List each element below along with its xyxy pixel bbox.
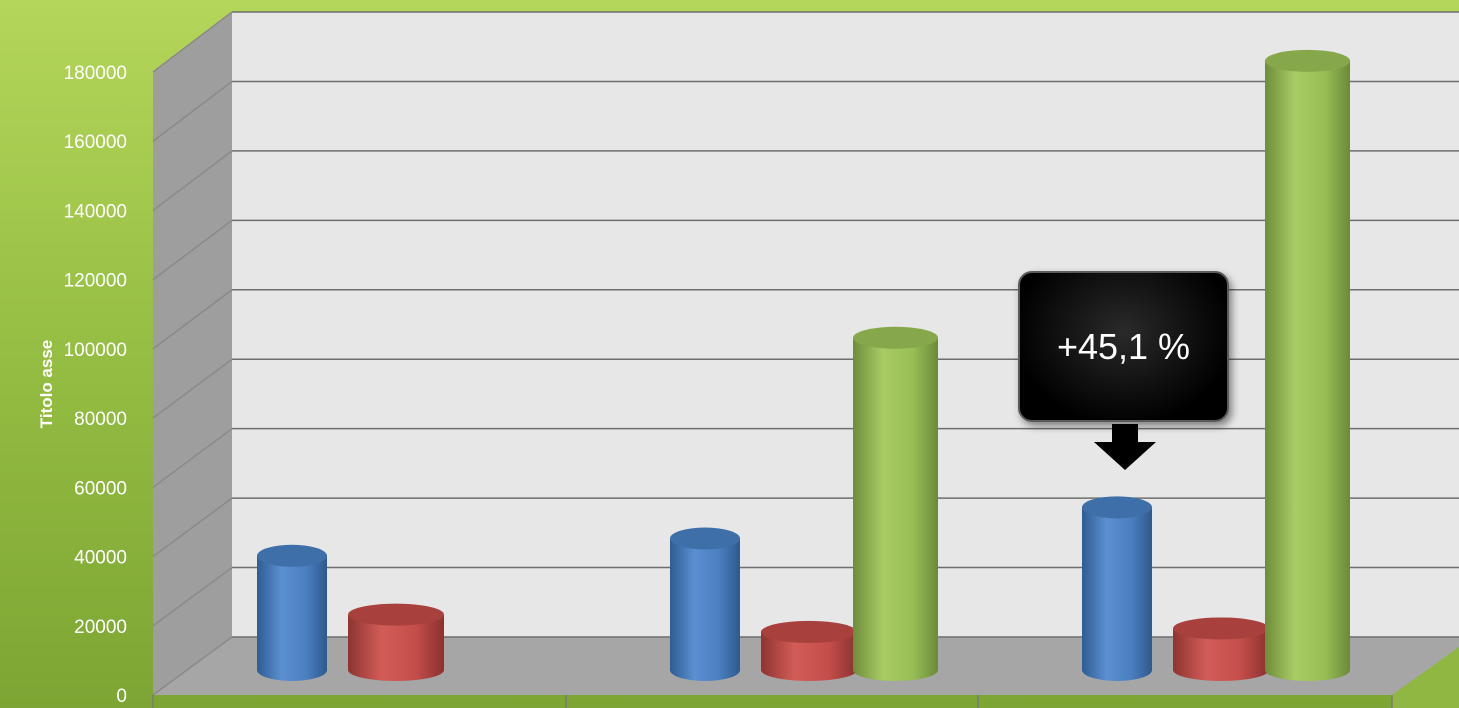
bar — [670, 527, 740, 681]
side-gridline — [152, 80, 233, 142]
bar-body — [1082, 507, 1152, 681]
side-wall — [153, 12, 232, 695]
bar — [1082, 496, 1152, 681]
y-tick-label: 120000 — [64, 271, 127, 292]
bar-body — [348, 614, 444, 681]
bar-top — [348, 603, 444, 626]
y-tick-label: 100000 — [64, 340, 127, 361]
side-gridline — [152, 358, 233, 419]
back-wall — [232, 12, 1459, 637]
y-tick-label: 60000 — [74, 478, 127, 499]
bar-body — [257, 555, 327, 681]
bar-body — [1265, 60, 1350, 682]
bar — [257, 544, 327, 681]
bar-top — [257, 544, 327, 567]
side-gridline — [152, 11, 233, 73]
floor-right-edge — [1392, 647, 1459, 708]
side-gridline — [152, 566, 233, 627]
callout-text: +45,1 % — [1056, 325, 1191, 367]
bar — [853, 326, 938, 681]
bar-body — [670, 538, 740, 681]
bar-top — [1082, 496, 1152, 519]
y-tick-label: 40000 — [74, 548, 127, 569]
bar — [348, 603, 444, 681]
y-tick-label: 20000 — [74, 617, 127, 638]
bar-top — [1173, 617, 1269, 640]
bar — [1173, 617, 1269, 681]
side-gridline — [152, 219, 233, 281]
side-gridline — [152, 150, 233, 212]
side-gridline — [152, 428, 233, 488]
down-arrow-icon — [1094, 424, 1156, 470]
bar-body — [761, 631, 857, 681]
bar — [1265, 49, 1350, 682]
bar-top — [761, 620, 857, 643]
bar-top — [853, 326, 938, 349]
y-tick-label: 80000 — [74, 409, 127, 430]
bar — [761, 620, 857, 681]
side-gridline — [152, 289, 233, 350]
y-tick-label: 180000 — [64, 63, 127, 84]
y-tick-label: 0 — [116, 686, 127, 707]
y-tick-label: 140000 — [64, 201, 127, 222]
y-tick-label: 160000 — [64, 132, 127, 153]
bar-body — [1173, 628, 1269, 681]
percent-change-callout: +45,1 % — [1018, 271, 1229, 422]
side-gridline — [152, 497, 233, 558]
bar-top — [1265, 49, 1350, 72]
bar-body — [853, 337, 938, 681]
y-axis-title: Titolo asse — [37, 339, 56, 429]
side-gridline — [152, 636, 233, 696]
bar-top — [670, 527, 740, 550]
